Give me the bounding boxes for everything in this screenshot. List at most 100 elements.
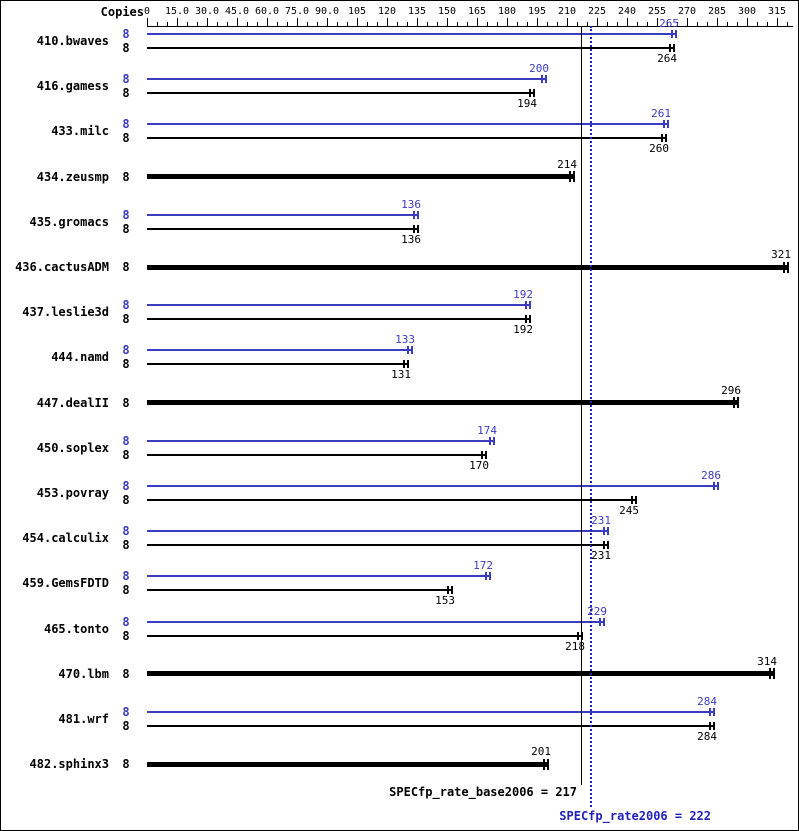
- base-value-label: 214: [557, 157, 577, 171]
- axis-major-tick: [326, 18, 328, 26]
- bar-whisker: [669, 44, 671, 52]
- bar-whisker: [607, 527, 609, 536]
- copies-count: 8: [122, 86, 130, 101]
- copies-count: 8: [122, 298, 130, 313]
- axis-major-tick: [176, 18, 178, 26]
- axis-minor-tick: [156, 22, 158, 26]
- bar-whisker: [663, 120, 665, 129]
- benchmark-label: 453.povray: [36, 486, 109, 500]
- axis-tick-label: 255: [647, 6, 667, 17]
- base-bar: [147, 544, 609, 547]
- bar-whisker: [529, 315, 531, 324]
- base-rate-summary-label: SPECfp_rate_base2006 = 217: [389, 785, 577, 799]
- axis-tick-label: 60.0: [254, 6, 280, 17]
- axis-tick-label: 105: [347, 6, 367, 17]
- copies-count: 8: [122, 447, 130, 462]
- benchmark-label: 435.gromacs: [29, 214, 109, 229]
- axis-minor-tick: [546, 22, 548, 26]
- bar-whisker: [489, 572, 491, 581]
- axis-minor-tick: [196, 22, 198, 26]
- copies-count: 8: [122, 583, 130, 598]
- base-bar: [147, 499, 637, 501]
- bar-whisker: [411, 346, 413, 355]
- axis-tick-label: 270: [677, 6, 697, 17]
- axis-tick-label: 30.0: [194, 6, 220, 17]
- axis-minor-tick: [586, 22, 588, 26]
- bar-whisker: [525, 301, 527, 310]
- bar-whisker: [607, 541, 609, 550]
- benchmark-label: 436.cactusADM: [15, 260, 109, 274]
- bar-whisker: [413, 210, 415, 219]
- copies-column-header: Copies: [100, 5, 144, 19]
- base-bar: [147, 671, 775, 677]
- axis-minor-tick: [456, 22, 458, 26]
- axis-major-tick: [146, 18, 148, 26]
- bar-whisker: [481, 450, 483, 459]
- bar-whisker: [485, 450, 487, 459]
- bar-whisker: [407, 346, 409, 355]
- base-bar: [147, 318, 531, 321]
- axis-minor-tick: [226, 22, 228, 26]
- peak-value-label: 192: [513, 288, 533, 302]
- bar-whisker: [783, 261, 785, 273]
- benchmark-label: 450.soplex: [36, 440, 109, 455]
- bar-whisker: [603, 527, 605, 536]
- peak-value-label: 261: [651, 107, 671, 121]
- axis-minor-tick: [616, 22, 618, 26]
- bar-whisker: [493, 436, 495, 445]
- peak-bar: [147, 711, 715, 713]
- axis-minor-tick: [516, 22, 518, 26]
- axis-tick-label: 210: [557, 6, 577, 17]
- bar-whisker: [737, 397, 739, 409]
- axis-major-tick: [446, 18, 448, 26]
- peak-value-label: 286: [701, 469, 721, 482]
- bar-whisker: [631, 496, 633, 504]
- axis-minor-tick: [316, 22, 318, 26]
- copies-count: 8: [122, 493, 130, 507]
- axis-minor-tick: [256, 22, 258, 26]
- bar-whisker: [665, 134, 667, 143]
- bar-whisker: [413, 224, 415, 233]
- copies-count: 8: [122, 207, 130, 222]
- copies-count: 8: [122, 628, 130, 643]
- bar-whisker: [545, 75, 547, 84]
- bar-whisker: [417, 210, 419, 219]
- peak-value-label: 172: [473, 559, 493, 573]
- axis-major-tick: [656, 18, 658, 26]
- bar-whisker: [529, 89, 531, 98]
- bar-whisker: [713, 722, 715, 730]
- bar-whisker: [489, 436, 491, 445]
- bar-whisker: [573, 171, 575, 183]
- axis-minor-tick: [526, 22, 528, 26]
- axis-tick-label: 75.0: [284, 6, 310, 17]
- axis-minor-tick: [756, 22, 758, 26]
- base-bar: [147, 92, 535, 95]
- copies-count: 8: [122, 666, 130, 681]
- axis-minor-tick: [286, 22, 288, 26]
- axis-tick-label: 90.0: [314, 6, 340, 17]
- copies-count: 8: [122, 72, 130, 87]
- axis-major-tick: [206, 18, 208, 26]
- base-value-label: 136: [401, 232, 421, 246]
- copies-count: 8: [122, 357, 130, 372]
- axis-tick-label: 285: [707, 6, 727, 17]
- axis-minor-tick: [376, 22, 378, 26]
- peak-bar: [147, 349, 413, 352]
- axis-major-tick: [626, 18, 628, 26]
- bar-whisker: [533, 89, 535, 98]
- base-bar: [147, 589, 453, 592]
- base-value-label: 192: [513, 323, 533, 337]
- copies-count: 8: [122, 705, 130, 719]
- bar-whisker: [673, 44, 675, 52]
- bar-whisker: [635, 496, 637, 504]
- peak-value-label: 229: [587, 604, 607, 618]
- base-bar: [147, 634, 583, 637]
- benchmark-label: 433.milc: [51, 124, 109, 139]
- axis-major-tick: [776, 18, 778, 26]
- axis-tick-label: 135: [407, 6, 427, 17]
- axis-major-tick: [506, 18, 508, 26]
- bar-whisker: [769, 668, 771, 680]
- bar-whisker: [661, 134, 663, 143]
- peak-value-label: 231: [591, 514, 611, 528]
